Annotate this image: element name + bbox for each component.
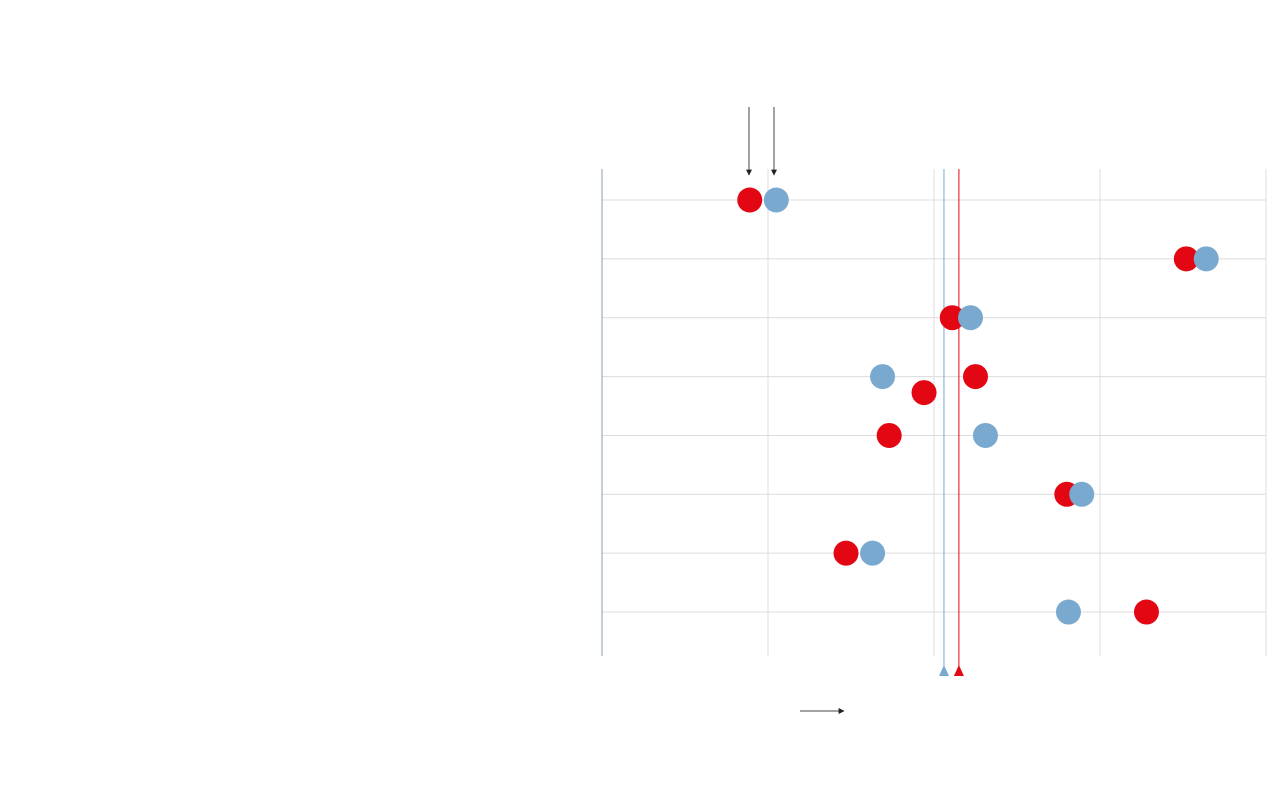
dot — [876, 422, 902, 448]
reference-marker — [938, 665, 949, 676]
dot — [958, 305, 984, 331]
dot — [911, 380, 937, 406]
dot — [972, 422, 998, 448]
dot — [1069, 481, 1095, 507]
dot — [939, 305, 965, 331]
dot — [737, 187, 763, 213]
dot — [1133, 599, 1159, 625]
dot — [833, 540, 859, 566]
annotation-arrows — [746, 107, 845, 714]
dot — [860, 540, 886, 566]
dot — [763, 187, 789, 213]
dot — [963, 364, 988, 390]
dot — [1193, 246, 1219, 272]
dot — [870, 364, 896, 390]
dot — [1055, 599, 1081, 625]
reference-marker — [953, 665, 964, 676]
dot — [1173, 246, 1199, 272]
